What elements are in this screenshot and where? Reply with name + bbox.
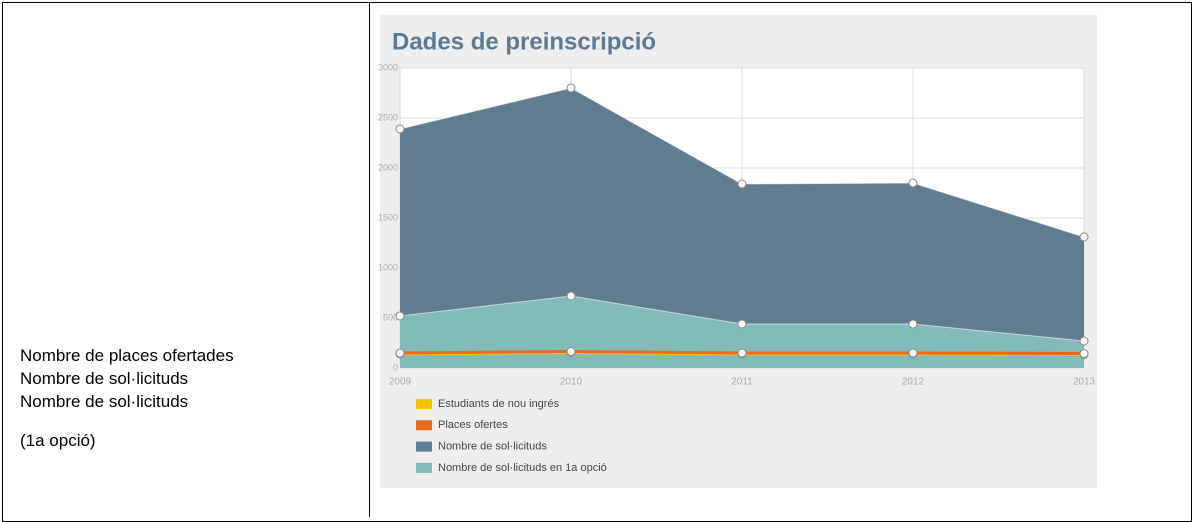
legend-swatch xyxy=(416,462,432,473)
legend-label: Nombre de sol·licituds xyxy=(438,441,547,453)
x-tick-label: 2011 xyxy=(731,377,753,388)
y-tick-label: 0 xyxy=(393,362,398,372)
legend-swatch xyxy=(416,399,432,409)
cell-line: Nombre de sol·licituds xyxy=(20,369,189,388)
point xyxy=(566,347,576,356)
point xyxy=(737,348,747,358)
legend-label: Estudiants de nou ingrés xyxy=(438,398,560,410)
point xyxy=(1079,336,1089,346)
point xyxy=(908,178,918,188)
x-tick-label: 2009 xyxy=(389,377,412,388)
point xyxy=(1079,232,1089,242)
chart-title: Dades de preinscripció xyxy=(392,28,656,55)
legend-label: Places ofertes xyxy=(438,419,508,431)
legend-swatch xyxy=(416,441,432,452)
y-tick-label: 500 xyxy=(383,312,398,322)
y-tick-label: 2500 xyxy=(378,112,398,122)
point xyxy=(908,348,918,358)
point xyxy=(1079,349,1089,358)
cell-line: (1a opció) xyxy=(20,431,96,450)
x-tick-label: 2010 xyxy=(560,377,583,388)
x-tick-label: 2012 xyxy=(902,377,925,388)
point xyxy=(566,83,576,93)
y-tick-label: 2000 xyxy=(378,162,398,172)
legend-label: Nombre de sol·licituds en 1a opció xyxy=(438,462,607,474)
cell-text: Nombre de places ofertades Nombre de sol… xyxy=(20,344,234,452)
point xyxy=(737,179,747,189)
y-tick-label: 3000 xyxy=(378,62,398,72)
cell-divider xyxy=(369,2,370,517)
point xyxy=(737,319,747,329)
y-tick-label: 1500 xyxy=(378,212,398,222)
point xyxy=(566,291,576,301)
cell-line: Nombre de places ofertades xyxy=(20,346,234,365)
point xyxy=(908,319,918,329)
point xyxy=(395,311,405,321)
legend-swatch xyxy=(416,420,432,431)
y-tick-label: 1000 xyxy=(378,262,398,272)
x-tick-label: 2013 xyxy=(1073,377,1096,388)
point xyxy=(395,348,405,358)
cell-line: Nombre de sol·licituds xyxy=(20,392,189,411)
point xyxy=(395,124,405,134)
